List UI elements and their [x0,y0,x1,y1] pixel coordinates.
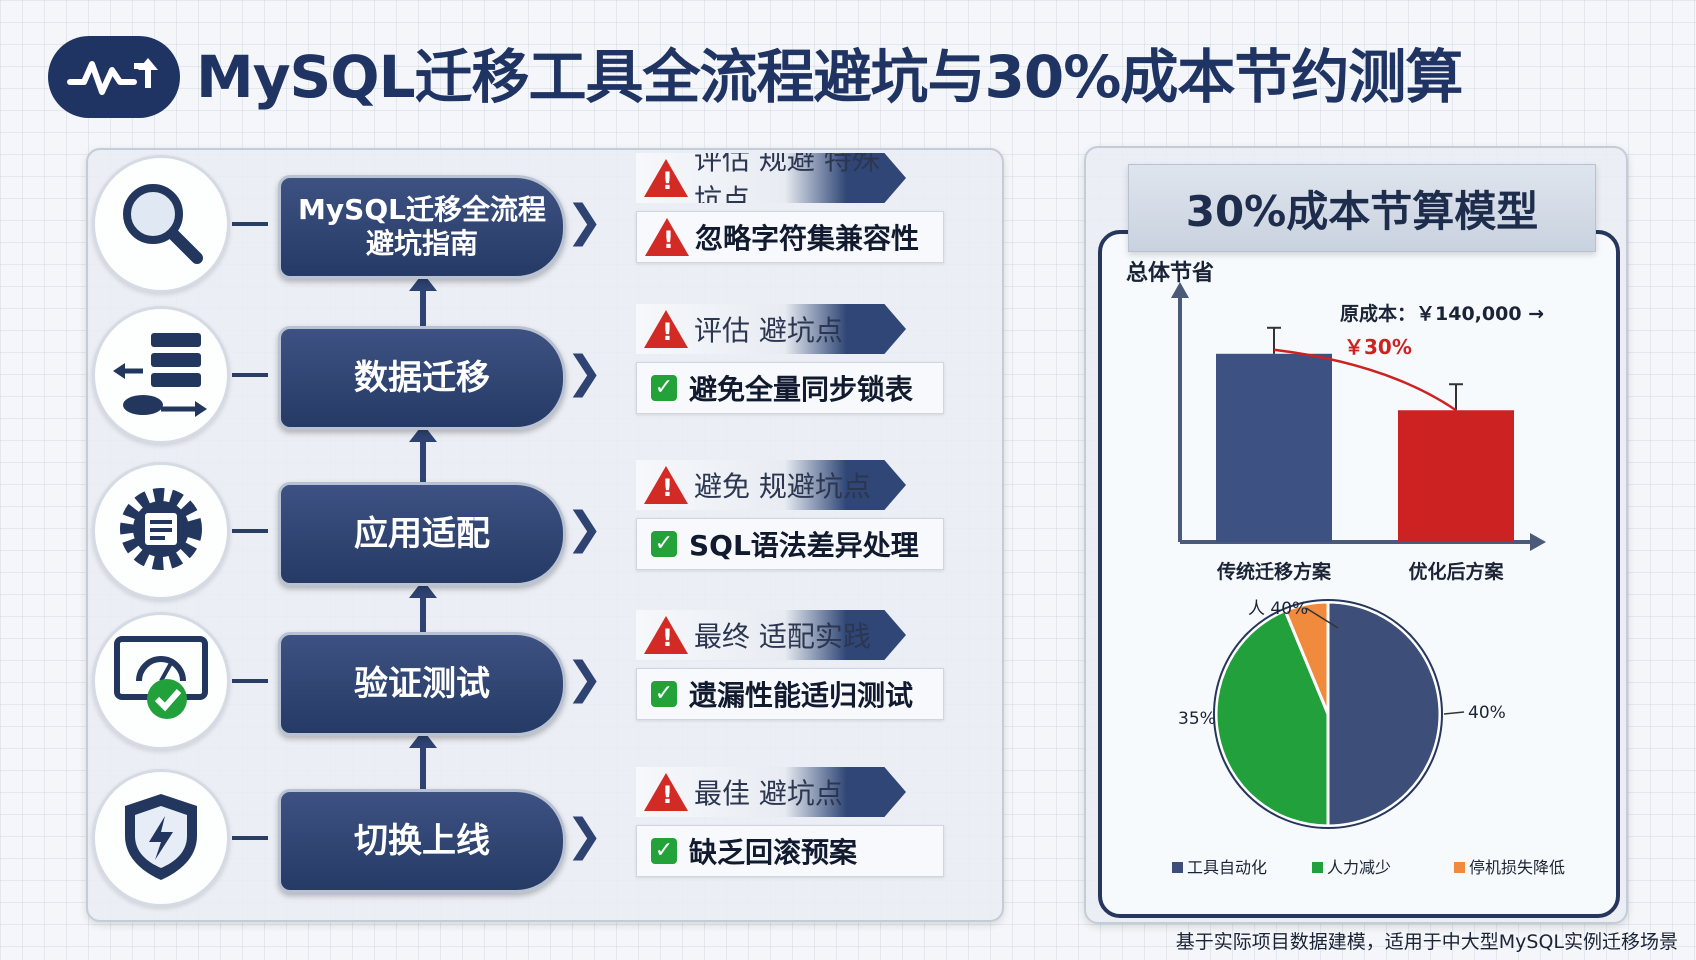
pitfall-tag-text: 最终 适配实践 [694,620,871,653]
legend-swatch [1172,862,1183,873]
footer-note: 基于实际项目数据建模，适用于中大型MySQL实例迁移场景 [1175,931,1678,953]
flow-connector [420,596,426,632]
x-tick-label: 优化后方案 [1408,560,1504,583]
step-connector [232,222,268,226]
chevron-right-icon: ❯ [566,810,603,861]
step-connector [232,529,268,533]
pitfall-tag: ! 避免 规避坑点 [636,460,906,510]
pitfall-tag-text: 评估 规避 特殊坑点 [694,143,880,216]
pitfall-tag-text: 最佳 避坑点 [694,777,843,810]
step-connector [232,373,268,377]
pie-label-top: 人 40% [1248,599,1308,619]
saving-annotation: ￥30% [1344,335,1412,359]
step-icon-circle [92,306,230,444]
gear-document-icon [113,481,209,581]
legend-entry: 人力减少 [1327,858,1391,877]
pitfall-item: ! 忽略字符集兼容性 [636,211,944,263]
shield-bolt-icon [113,788,209,888]
pitfall-item-text: SQL语法差异处理 [689,529,919,562]
warning-icon: ! [645,218,689,256]
step-icon-circle [92,155,230,293]
saving-trend-line [1273,348,1457,412]
chevron-right-icon: ❯ [566,653,603,704]
step-box[interactable]: MySQL迁移全流程 避坑指南 [278,175,566,279]
magnifier-icon [113,174,209,274]
pitfall-tag-text: 评估 避坑点 [694,314,843,347]
legend-entry: 工具自动化 [1187,858,1267,877]
pie-slice-3 [1283,600,1330,715]
step-icon-circle [92,769,230,907]
pie-leader-line [1305,607,1339,629]
legend-swatch [1312,862,1323,873]
checkbox-check-icon: ✓ [651,838,677,864]
model-title: 30%成本节算模型 [1128,164,1596,252]
pie-slice-1 [1326,600,1442,828]
legend-swatch [1454,862,1465,873]
step-box[interactable]: 切换上线 [278,789,566,893]
pitfall-tag: ! 最终 适配实践 [636,610,906,660]
pie-label-left: 35% [1178,709,1216,729]
pitfall-item-text: 忽略字符集兼容性 [695,222,920,255]
pie-outline [1213,599,1443,829]
pitfall-item-text: 遗漏性能适归测试 [689,679,914,712]
chevron-right-icon: ❯ [566,196,603,247]
pitfall-item-text: 避免全量同步锁表 [689,373,914,406]
flow-connector [420,289,426,326]
step-box[interactable]: 应用适配 [278,482,566,586]
bar-2 [1398,410,1514,542]
brand-logo [48,36,180,118]
pitfall-item: ✓ 遗漏性能适归测试 [636,668,944,720]
pitfall-tag: ! 评估 避坑点 [636,304,906,354]
x-tick-label: 传统迁移方案 [1216,560,1332,583]
step-connector [232,679,268,683]
pulse-logo-icon [67,58,158,95]
pie-leader-line [1443,711,1465,715]
step-connector [232,836,268,840]
step-icon-circle [92,612,230,750]
pitfall-tag-text: 避免 规避坑点 [694,470,871,503]
legend-entry: 停机损失降低 [1469,858,1565,877]
x-axis-arrow-icon [1530,533,1546,551]
server-transfer-icon [111,325,211,425]
flow-connector [420,440,426,482]
pie-slice-2 [1214,608,1330,828]
monitor-check-icon [111,631,211,731]
checkbox-check-icon: ✓ [651,681,677,707]
step-icon-circle [92,462,230,600]
step-box[interactable]: 验证测试 [278,632,566,736]
chevron-right-icon: ❯ [566,347,603,398]
pitfall-tag: ! 最佳 避坑点 [636,767,906,817]
pitfall-item-text: 缺乏回滚预案 [689,836,858,869]
pitfall-item: ✓ 缺乏回滚预案 [636,825,944,877]
chevron-right-icon: ❯ [566,503,603,554]
step-box[interactable]: 数据迁移 [278,326,566,430]
warning-icon: ! [644,616,688,654]
warning-icon: ! [644,466,688,504]
page-title: MySQL迁移工具全流程避坑与30%成本节约测算 [196,43,1463,111]
bar-1 [1216,353,1332,542]
warning-icon: ! [644,310,688,348]
pitfall-item: ✓ SQL语法差异处理 [636,518,944,570]
y-axis-label: 总体节省 [1126,260,1214,286]
y-axis-arrow-icon [1171,282,1189,298]
pitfall-tag: ! 评估 规避 特殊坑点 [636,153,906,203]
pitfall-item: ✓ 避免全量同步锁表 [636,362,944,414]
checkbox-check-icon: ✓ [651,531,677,557]
checkbox-check-icon: ✓ [651,375,677,401]
flow-connector [420,746,426,789]
pie-label-right: 40% [1468,703,1506,723]
original-cost-annotation: 原成本：￥140,000 → [1340,302,1544,325]
warning-icon: ! [644,773,688,811]
warning-icon: ! [644,159,688,197]
